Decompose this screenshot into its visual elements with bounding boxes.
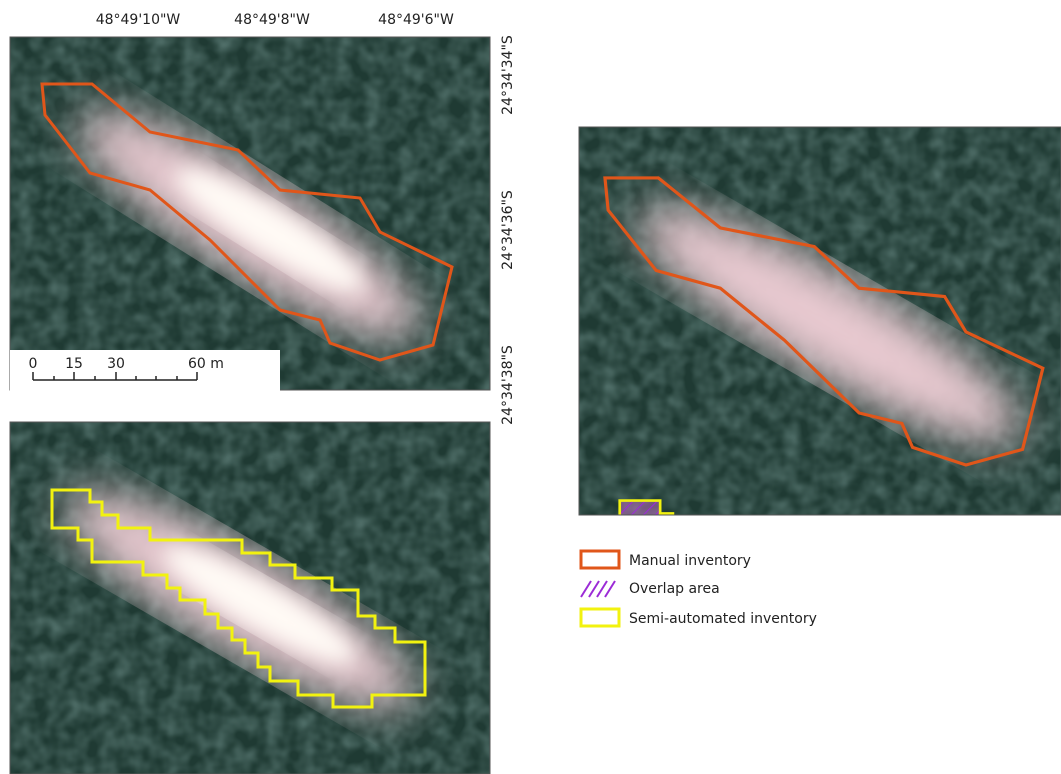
- legend: Manual inventory Overlap area Semi-autom…: [581, 551, 817, 627]
- legend-label: Overlap area: [629, 581, 720, 597]
- scale-box: [10, 350, 280, 392]
- scale-label: 15: [65, 356, 83, 372]
- panel-manual: [10, 37, 490, 390]
- scale-label: 60 m: [188, 356, 224, 372]
- latitude-label: 24°34'36"S: [500, 190, 516, 270]
- panel-semi: [10, 422, 490, 774]
- figure: 0 15 30 60 m 48°49'10"W 48°49'8"W 48°49'…: [0, 0, 1061, 774]
- latitude-label: 24°34'34"S: [500, 35, 516, 115]
- scale-label: 30: [107, 356, 125, 372]
- scale-label: 0: [29, 356, 38, 372]
- panel-comparison: [579, 127, 1061, 733]
- longitude-label: 48°49'6"W: [378, 12, 454, 28]
- legend-label: Manual inventory: [629, 553, 751, 569]
- legend-label: Semi-automated inventory: [629, 611, 817, 627]
- longitude-label: 48°49'10"W: [96, 12, 181, 28]
- longitude-label: 48°49'8"W: [234, 12, 310, 28]
- latitude-label: 24°34'38"S: [500, 345, 516, 425]
